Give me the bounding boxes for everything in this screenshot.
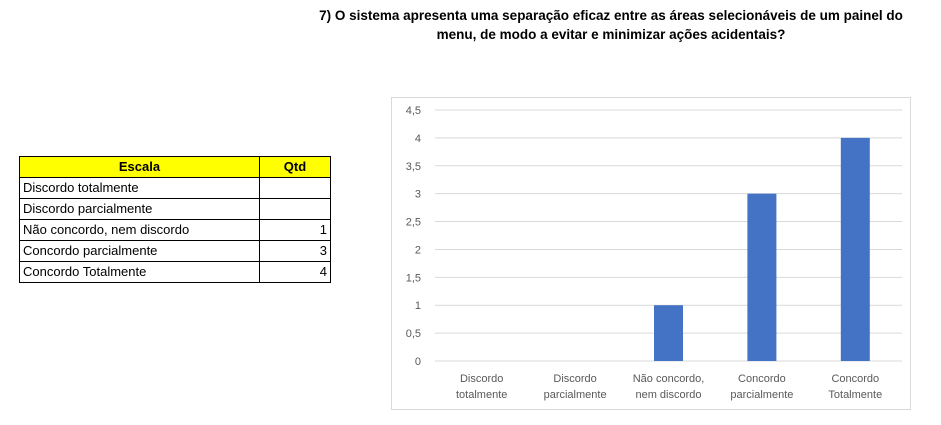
row-qty bbox=[259, 198, 331, 220]
x-tick-label: Concordo Totalmente bbox=[828, 373, 882, 401]
row-label: Concordo Totalmente bbox=[19, 261, 260, 283]
x-tick-label: Discordo totalmente bbox=[456, 373, 507, 401]
row-qty: 1 bbox=[259, 219, 331, 241]
row-label: Discordo totalmente bbox=[19, 177, 260, 199]
row-label: Discordo parcialmente bbox=[19, 198, 260, 220]
chart-title-line-1: 7) O sistema apresenta uma separação efi… bbox=[319, 8, 903, 23]
y-tick-label: 2,5 bbox=[406, 217, 421, 229]
row-label: Não concordo, nem discordo bbox=[19, 219, 260, 241]
header-qtd: Qtd bbox=[259, 156, 331, 178]
bar bbox=[840, 137, 870, 361]
row-label: Concordo parcialmente bbox=[19, 240, 260, 262]
y-tick-label: 0,5 bbox=[406, 328, 421, 340]
row-qty: 3 bbox=[259, 240, 331, 262]
y-tick-label: 3,5 bbox=[406, 161, 421, 173]
row-qty: 4 bbox=[259, 261, 331, 283]
y-tick-label: 0 bbox=[415, 356, 421, 368]
table-row: Discordo parcialmente bbox=[19, 198, 331, 220]
x-tick-label: Não concordo, nem discordo bbox=[633, 373, 705, 401]
x-tick-label: Discordo parcialmente bbox=[544, 373, 607, 401]
scale-table: Escala Qtd Discordo totalmente Discordo … bbox=[19, 156, 331, 283]
table-header-row: Escala Qtd bbox=[19, 156, 331, 178]
y-tick-label: 1 bbox=[415, 300, 421, 312]
y-tick-label: 1,5 bbox=[406, 272, 421, 284]
bar-chart: 0 0,5 1 1,5 2 2,5 3 3,5 4 4,5 Discordo totalmente Di… bbox=[406, 105, 902, 401]
header-escala: Escala bbox=[19, 156, 260, 178]
chart-title: 7) O sistema apresenta uma separação efi… bbox=[316, 6, 906, 44]
table-row: Concordo parcialmente 3 bbox=[19, 240, 331, 262]
table-row: Concordo Totalmente 4 bbox=[19, 261, 331, 283]
y-tick-label: 4,5 bbox=[406, 105, 421, 117]
y-tick-label: 3 bbox=[415, 189, 421, 201]
row-qty bbox=[259, 177, 331, 199]
table-row: Discordo totalmente bbox=[19, 177, 331, 199]
chart-area: 0 0,5 1 1,5 2 2,5 3 3,5 4 4,5 Discordo totalmente Di… bbox=[391, 97, 911, 410]
bar bbox=[747, 193, 777, 361]
table-row: Não concordo, nem discordo 1 bbox=[19, 219, 331, 241]
y-tick-label: 4 bbox=[415, 133, 421, 145]
y-tick-label: 2 bbox=[415, 244, 421, 256]
chart-title-line-2: menu, de modo a evitar e minimizar ações… bbox=[436, 27, 786, 42]
bar bbox=[654, 305, 683, 361]
x-tick-label: Concordo parcialmente bbox=[730, 373, 793, 401]
